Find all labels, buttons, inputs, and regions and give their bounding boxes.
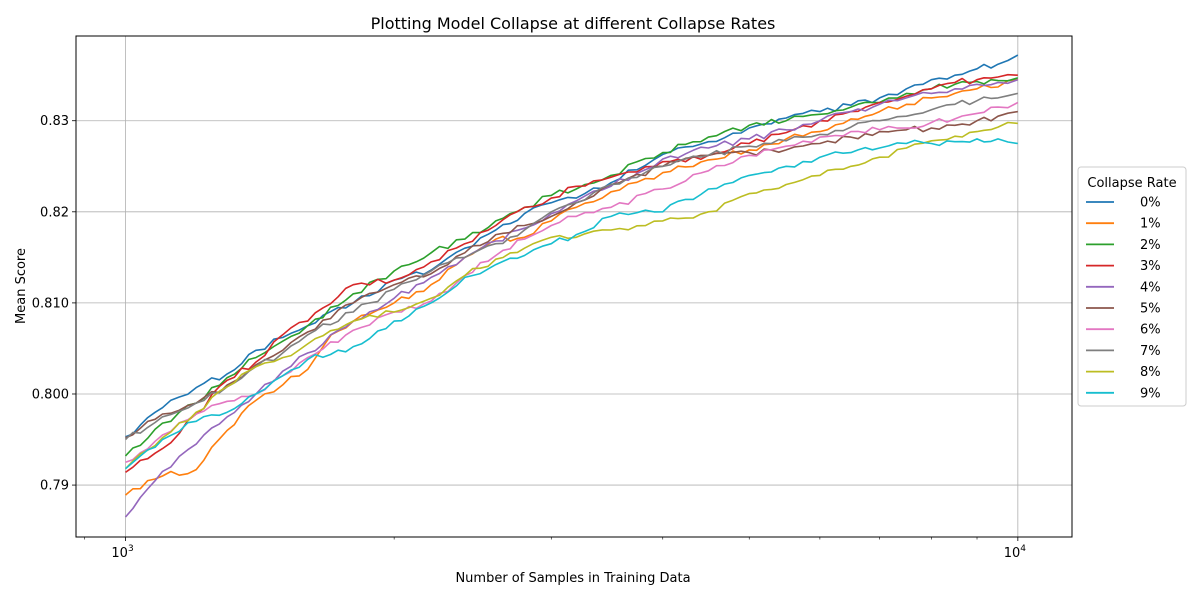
x-tick-label: 103: [111, 544, 133, 561]
y-tick-label: 0.82: [40, 205, 69, 220]
legend-label: 4%: [1140, 280, 1161, 295]
grid: [76, 36, 1072, 537]
legend-label: 3%: [1140, 259, 1161, 274]
chart-title: Plotting Model Collapse at different Col…: [371, 14, 776, 33]
x-tick-base: 10: [111, 546, 128, 561]
series-line-9pct: [124, 138, 1018, 470]
legend-label: 5%: [1140, 302, 1161, 317]
series-lines: [124, 54, 1019, 518]
series-line-8pct: [124, 121, 1018, 470]
series-line-1pct: [124, 78, 1018, 496]
series-line-5pct: [125, 110, 1018, 439]
y-tick-label: 0.800: [32, 387, 69, 402]
legend-label: 7%: [1140, 344, 1161, 359]
x-tick-exponent: 3: [128, 544, 134, 554]
x-tick-label: 104: [1004, 544, 1027, 561]
plot-frame: [75, 35, 1073, 538]
series-line-2pct: [124, 77, 1019, 457]
series-line-3pct: [125, 73, 1018, 473]
x-axis-label: Number of Samples in Training Data: [455, 571, 690, 586]
x-tick-exponent: 4: [1020, 544, 1026, 554]
legend-label: 9%: [1140, 386, 1161, 401]
legend-label: 8%: [1140, 365, 1161, 380]
legend-box: [1077, 166, 1187, 407]
y-tick-label: 0.83: [40, 114, 69, 129]
y-tick-label: 0.810: [32, 296, 69, 311]
legend-label: 0%: [1140, 196, 1161, 211]
y-tick-label: 0.79: [40, 479, 69, 494]
y-axis-ticks: 0.79 0.800 0.810 0.82 0.83: [32, 114, 76, 494]
legend-title: Collapse Rate: [1087, 176, 1176, 191]
series-line-7pct: [124, 92, 1018, 441]
legend-label: 2%: [1140, 238, 1161, 253]
legend: Collapse Rate 0% 1% 2% 3% 4% 5% 6% 7% 8% 9%: [1077, 166, 1187, 407]
series-line-0pct: [125, 54, 1019, 438]
x-tick-base: 10: [1004, 546, 1021, 561]
y-axis-label: Mean Score: [14, 248, 29, 324]
legend-label: 6%: [1140, 323, 1161, 338]
legend-label: 1%: [1140, 217, 1161, 232]
legend-items: 0% 1% 2% 3% 4% 5% 6% 7% 8% 9%: [1086, 196, 1161, 401]
x-axis-ticks: 103 104: [84, 537, 1027, 561]
